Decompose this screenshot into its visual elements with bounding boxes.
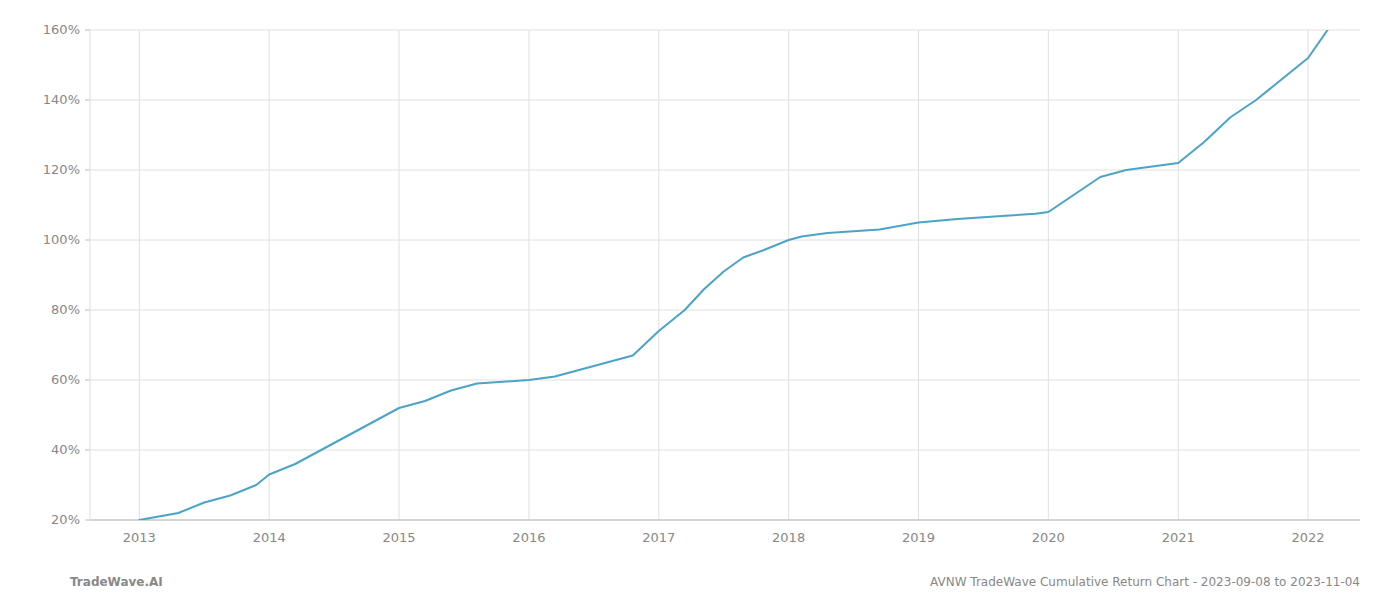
- x-grid-line: [269, 30, 270, 520]
- footer-right: AVNW TradeWave Cumulative Return Chart -…: [930, 575, 1360, 589]
- y-tick-label: 160%: [43, 22, 80, 37]
- x-tick-label: 2015: [383, 530, 416, 545]
- y-grid-line: [90, 380, 1360, 381]
- x-tick-label: 2019: [902, 530, 935, 545]
- y-grid-line: [90, 170, 1360, 171]
- y-tick-label: 100%: [43, 232, 80, 247]
- x-grid-line: [1308, 30, 1309, 520]
- y-tick-label: 120%: [43, 162, 80, 177]
- x-tick-label: 2020: [1032, 530, 1065, 545]
- chart: 2013 2014 2015 2016 2017 2018 2019 2020 2021 2022…: [0, 0, 1400, 600]
- x-tick-label: 2017: [642, 530, 675, 545]
- y-grid-line: [90, 520, 1360, 521]
- y-tick-mark: [85, 240, 90, 241]
- footer-left: TradeWave.AI: [70, 575, 163, 589]
- y-grid-line: [90, 310, 1360, 311]
- grid: [90, 30, 1360, 520]
- x-grid-line: [139, 30, 140, 520]
- x-grid-line: [918, 30, 919, 520]
- series-group: [139, 30, 1327, 520]
- x-grid-line: [658, 30, 659, 520]
- page: {"chart_data": { "type": "line", "x": [2…: [0, 0, 1400, 600]
- y-tick-mark: [85, 450, 90, 451]
- x-tick-label: 2018: [772, 530, 805, 545]
- x-grid-line: [1178, 30, 1179, 520]
- y-grid-line: [90, 450, 1360, 451]
- y-tick-mark: [85, 170, 90, 171]
- x-tick-label: 2013: [123, 530, 156, 545]
- axes: 2013 2014 2015 2016 2017 2018 2019 2020 2021 2022…: [43, 22, 1360, 546]
- x-grid-line: [788, 30, 789, 520]
- y-axis-line: [90, 30, 91, 520]
- y-tick-mark: [85, 520, 90, 521]
- y-grid-line: [90, 30, 1360, 31]
- x-grid-line: [399, 30, 400, 520]
- y-tick-label: 60%: [51, 372, 80, 387]
- y-tick-mark: [85, 310, 90, 311]
- y-grid-line: [90, 100, 1360, 101]
- y-tick-label: 40%: [51, 442, 80, 457]
- x-tick-label: 2016: [512, 530, 545, 545]
- y-tick-mark: [85, 100, 90, 101]
- y-tick-label: 140%: [43, 92, 80, 107]
- y-tick-mark: [85, 30, 90, 31]
- y-tick-label: 80%: [51, 302, 80, 317]
- y-grid-line: [90, 240, 1360, 241]
- return-line: [139, 30, 1327, 520]
- y-tick-label: 20%: [51, 512, 80, 527]
- x-grid-line: [1048, 30, 1049, 520]
- x-tick-label: 2021: [1162, 530, 1195, 545]
- x-tick-label: 2022: [1292, 530, 1325, 545]
- x-tick-label: 2014: [253, 530, 286, 545]
- y-tick-mark: [85, 380, 90, 381]
- x-grid-line: [528, 30, 529, 520]
- x-axis-line: [90, 520, 1360, 521]
